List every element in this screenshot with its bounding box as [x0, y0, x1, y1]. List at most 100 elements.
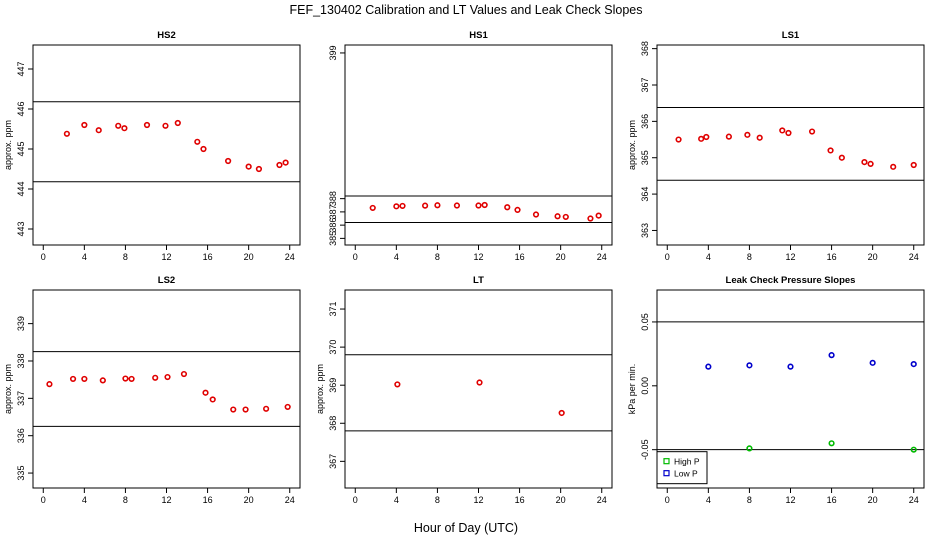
x-tick-label: 12: [785, 495, 795, 505]
x-tick-label: 20: [244, 252, 254, 262]
plot-frame: [344, 44, 613, 246]
x-tick-label: 12: [473, 252, 483, 262]
x-tick-label: 12: [473, 495, 483, 505]
data-point: [504, 204, 511, 211]
legend: High P Low P: [656, 451, 708, 485]
y-tick-label: 0.05: [640, 313, 650, 331]
y-tick-label: 443: [16, 221, 26, 236]
y-tick-label: 0.00: [640, 377, 650, 395]
x-tick-label: 4: [706, 495, 711, 505]
y-tick-label: 370: [328, 340, 338, 355]
data-point: [162, 122, 169, 129]
data-point: [242, 406, 249, 413]
legend-box: [656, 451, 708, 485]
plot-frame: [656, 44, 925, 246]
data-point: [128, 375, 135, 383]
y-axis-label: approx. ppm: [3, 364, 13, 414]
y-tick-label: 444: [16, 181, 26, 196]
data-point: [282, 159, 289, 166]
data-point: [434, 202, 441, 209]
data-point: [746, 362, 753, 369]
x-tick-label: 24: [285, 252, 295, 262]
data-point: [81, 121, 88, 129]
data-point: [595, 212, 602, 219]
x-tick-label: 8: [747, 252, 752, 262]
data-point: [122, 375, 129, 382]
y-tick-label: 371: [328, 302, 338, 317]
x-tick-label: 16: [203, 495, 213, 505]
data-point: [63, 130, 70, 137]
data-point: [838, 154, 845, 161]
x-tick-label: 0: [665, 252, 670, 262]
y-tick-label: 364: [640, 187, 650, 202]
data-point: [746, 445, 753, 452]
data-point: [910, 161, 917, 169]
x-tick-label: 24: [909, 252, 919, 262]
figure-x-axis-label: Hour of Day (UTC): [414, 521, 518, 535]
y-axis-label: approx. ppm: [315, 364, 325, 414]
y-tick-label: 369: [328, 378, 338, 393]
data-point: [703, 133, 710, 141]
y-tick-label: 386: [328, 218, 338, 233]
y-tick-label: 368: [328, 416, 338, 431]
data-point: [164, 373, 171, 381]
data-point: [69, 375, 77, 383]
panel-title: HS2: [157, 30, 175, 41]
x-tick-label: 4: [394, 252, 399, 262]
data-point: [121, 125, 128, 132]
x-tick-label: 16: [827, 495, 837, 505]
data-point: [143, 121, 151, 129]
data-point: [785, 129, 792, 137]
panel-title: LS1: [782, 30, 800, 41]
y-tick-label: 385: [328, 231, 338, 246]
plot-frame: [32, 44, 301, 246]
legend-label: Low P: [674, 469, 698, 479]
x-tick-label: 0: [353, 495, 358, 505]
data-point: [725, 133, 732, 140]
x-tick-label: 4: [82, 252, 87, 262]
plot-frame: [344, 289, 613, 489]
data-point: [422, 202, 429, 209]
panel-title: Leak Check Pressure Slopes: [726, 275, 856, 286]
plot-frame: [32, 289, 301, 489]
y-tick-label: 446: [16, 101, 26, 116]
data-point: [399, 202, 406, 210]
x-tick-label: 8: [747, 495, 752, 505]
x-tick-label: 8: [435, 495, 440, 505]
y-tick-label: 387: [328, 204, 338, 219]
data-point: [828, 440, 835, 447]
data-point: [476, 379, 483, 386]
x-tick-label: 4: [82, 495, 87, 505]
x-tick-label: 8: [435, 252, 440, 262]
x-tick-label: 20: [244, 495, 254, 505]
x-tick-label: 24: [597, 495, 607, 505]
data-point: [369, 204, 376, 212]
data-point: [890, 163, 897, 170]
chart-panel-3: LS1 approx. ppm 0 4 8 12 16 20 24 363 364 365 366 367…: [627, 30, 925, 262]
x-tick-label: 12: [161, 495, 171, 505]
data-point: [202, 389, 209, 396]
panel-title: LT: [473, 275, 484, 286]
data-point: [174, 119, 181, 127]
x-tick-label: 16: [203, 252, 213, 262]
data-point: [276, 161, 283, 169]
data-point: [675, 136, 682, 143]
data-point: [115, 122, 122, 129]
data-point: [95, 127, 102, 134]
y-tick-label: 339: [16, 316, 26, 331]
data-point: [180, 370, 188, 378]
data-point: [209, 396, 216, 403]
data-point: [152, 374, 159, 381]
y-tick-label: 368: [640, 41, 650, 56]
y-tick-label: 336: [16, 428, 26, 443]
y-axis-label: approx. ppm: [627, 120, 637, 170]
data-point: [698, 135, 705, 142]
x-tick-label: 20: [868, 252, 878, 262]
data-point: [475, 202, 482, 209]
y-tick-label: 365: [640, 150, 650, 165]
x-tick-label: 24: [909, 495, 919, 505]
data-point: [514, 206, 521, 214]
data-point: [200, 145, 207, 153]
